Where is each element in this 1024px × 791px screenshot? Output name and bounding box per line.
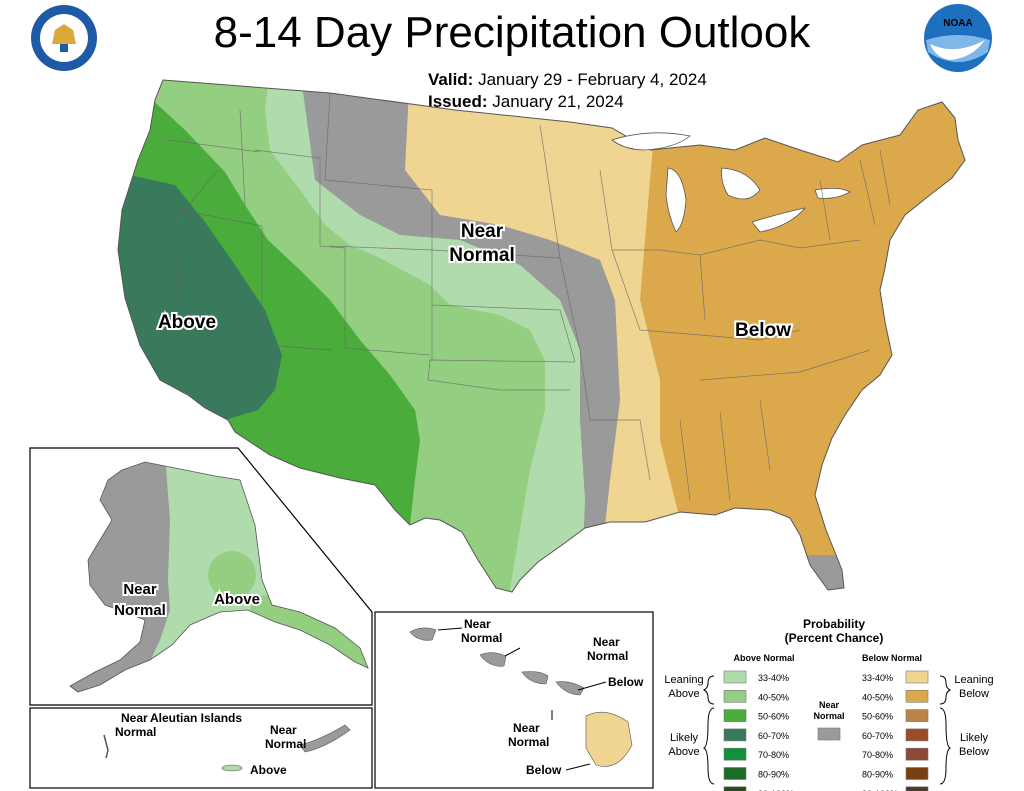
legend-below-label-3: 60-70% — [862, 731, 893, 741]
legend-above-swatch-1 — [724, 690, 746, 702]
label-below: Below — [735, 320, 791, 341]
legend-likely-below-line1: Likely — [960, 732, 989, 744]
legend-above-label-3: 60-70% — [758, 731, 789, 741]
legend-leaning-below-line2: Below — [959, 688, 989, 700]
aleutian-near-b-line1: Near — [270, 723, 297, 737]
legend-leaning-above-line2: Above — [668, 688, 699, 700]
aleutian-near-a-line2: Normal — [115, 725, 156, 739]
hi-near-a-line1: Near — [464, 617, 491, 631]
legend-likely-above-line1: Likely — [670, 732, 699, 744]
legend-above-swatch-4 — [724, 748, 746, 760]
aleutian-inset: Aleutian Islands Near Normal Near Normal… — [30, 708, 372, 788]
legend-near-normal-swatch — [818, 728, 840, 740]
legend-below-label-4: 70-80% — [862, 750, 893, 760]
hi-near-b-line2: Normal — [587, 649, 628, 663]
legend-above-swatch-0 — [724, 671, 746, 683]
legend-above-swatch-3 — [724, 729, 746, 741]
legend-likely-above-line2: Above — [668, 746, 699, 758]
noaa-logo: NOAA — [924, 4, 992, 72]
legend-above-label-0: 33-40% — [758, 673, 789, 683]
legend-below-swatch-6 — [906, 787, 928, 791]
legend-below-swatch-0 — [906, 671, 928, 683]
legend-below-header: Below Normal — [862, 653, 922, 663]
aleutian-near-a-line1: Near — [121, 711, 148, 725]
legend-below-label-0: 33-40% — [862, 673, 893, 683]
legend-below-swatch-4 — [906, 748, 928, 760]
hi-near-c-line1: Near — [513, 721, 540, 735]
aleutian-near-b-line2: Normal — [265, 737, 306, 751]
legend-near-line2: Normal — [813, 711, 844, 721]
legend-likely-below-line2: Below — [959, 746, 989, 758]
legend-below-swatch-3 — [906, 729, 928, 741]
hi-near-c-line2: Normal — [508, 735, 549, 749]
legend-above-label-4: 70-80% — [758, 750, 789, 760]
hi-below-a: Below — [608, 675, 644, 689]
ak-label-above: Above — [214, 591, 260, 608]
legend-below-label-2: 50-60% — [862, 712, 893, 722]
legend-above-swatch-6 — [724, 787, 746, 791]
hi-below-b: Below — [526, 763, 562, 777]
ak-label-near-line2: Normal — [114, 602, 166, 619]
legend-below-swatch-5 — [906, 768, 928, 780]
legend-above-swatch-2 — [724, 710, 746, 722]
legend-below-label-5: 80-90% — [862, 770, 893, 780]
label-above: Above — [158, 312, 216, 333]
legend-above-label-1: 40-50% — [758, 692, 789, 702]
hawaii-inset: Near Normal Near Normal Below Near Norma… — [375, 612, 653, 788]
alaska-inset: Near Normal Above — [30, 448, 380, 705]
probability-legend: Probability (Percent Chance) Above Norma… — [664, 617, 993, 791]
commerce-seal-logo — [31, 5, 97, 71]
aleutian-above: Above — [250, 763, 287, 777]
legend-above-swatch-5 — [724, 768, 746, 780]
legend-near-line1: Near — [819, 700, 840, 710]
legend-title-line1: Probability — [803, 617, 865, 631]
legend-below-label-1: 40-50% — [862, 692, 893, 702]
legend-leaning-below-line1: Leaning — [954, 674, 993, 686]
legend-leaning-above-line1: Leaning — [664, 674, 703, 686]
label-near-normal-line1: Near — [461, 221, 504, 242]
hi-near-a-line2: Normal — [461, 631, 502, 645]
legend-below-swatch-1 — [906, 690, 928, 702]
hi-near-b-line1: Near — [593, 635, 620, 649]
label-near-normal-line2: Normal — [449, 245, 514, 266]
legend-above-header: Above Normal — [733, 653, 794, 663]
legend-above-label-2: 50-60% — [758, 712, 789, 722]
legend-below-swatch-2 — [906, 710, 928, 722]
aleutian-title: Aleutian Islands — [150, 711, 242, 725]
legend-above-label-5: 80-90% — [758, 770, 789, 780]
ak-label-near-line1: Near — [123, 581, 157, 598]
legend-title-line2: (Percent Chance) — [785, 631, 884, 645]
svg-text:NOAA: NOAA — [943, 18, 972, 29]
